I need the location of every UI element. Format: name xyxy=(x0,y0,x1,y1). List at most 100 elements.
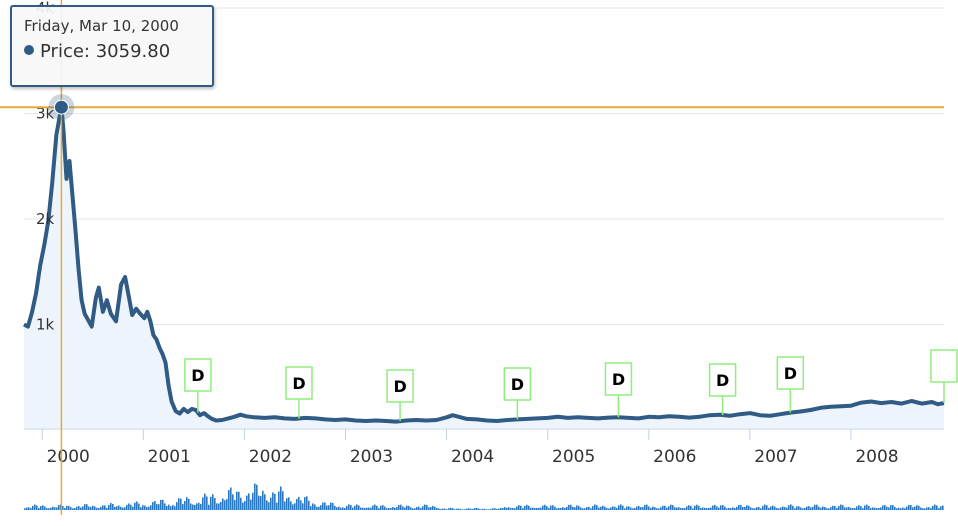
volume-bar xyxy=(686,506,688,510)
volume-bar xyxy=(360,507,362,510)
volume-bar xyxy=(606,508,608,510)
flag-box[interactable] xyxy=(776,356,805,390)
flag-box[interactable] xyxy=(184,358,212,392)
volume-bar xyxy=(168,504,170,510)
volume-bar xyxy=(76,506,78,510)
volume-bar xyxy=(248,493,250,510)
volume-bar xyxy=(228,490,230,510)
volume-bar xyxy=(70,507,72,510)
price-line-series[interactable] xyxy=(23,105,945,424)
volume-bar xyxy=(660,507,662,510)
volume-bar xyxy=(176,502,178,510)
dividend-flag-0[interactable]: D xyxy=(184,358,212,413)
dividend-flag-7[interactable] xyxy=(930,349,958,404)
volume-bar xyxy=(418,506,420,510)
flag-box[interactable] xyxy=(503,367,532,401)
volume-bar xyxy=(452,508,454,510)
volume-bar xyxy=(158,504,160,510)
volume-bar xyxy=(250,499,252,510)
x-tick-label-1: 2001 xyxy=(148,447,191,467)
hover-marker[interactable] xyxy=(53,99,69,115)
volume-bar xyxy=(262,490,264,510)
volume-bar xyxy=(52,506,54,510)
dividend-flag-3[interactable]: D xyxy=(503,367,532,420)
dividend-flag-6[interactable]: D xyxy=(776,356,805,413)
volume-bar xyxy=(752,508,754,510)
volume-bar xyxy=(860,506,862,510)
volume-bar xyxy=(702,507,704,510)
volume-bar xyxy=(826,508,828,510)
dividend-flag-5[interactable]: D xyxy=(708,363,737,416)
volume-bar xyxy=(234,500,236,510)
volume-bar xyxy=(492,508,494,510)
volume-bar xyxy=(658,508,660,510)
dividend-flag-4[interactable]: D xyxy=(604,362,633,418)
flag-box[interactable] xyxy=(708,363,737,397)
dividend-flag-2[interactable]: D xyxy=(386,369,414,422)
volume-bar xyxy=(270,497,272,510)
volume-bar xyxy=(156,504,158,510)
volume-bar xyxy=(534,507,536,510)
volume-bar xyxy=(502,508,504,510)
volume-bar xyxy=(208,504,210,510)
volume-bar xyxy=(336,507,338,510)
volume-bar xyxy=(104,505,106,510)
volume-bar xyxy=(214,498,216,510)
volume-bar xyxy=(756,507,758,510)
volume-bar xyxy=(120,506,122,510)
flag-box[interactable] xyxy=(604,362,633,396)
volume-bar xyxy=(832,505,834,510)
volume-bar xyxy=(84,504,86,510)
volume-bar xyxy=(810,507,812,510)
volume-bar xyxy=(346,505,348,510)
tooltip-separator: : xyxy=(83,41,90,62)
volume-bar xyxy=(402,506,404,510)
volume-bar xyxy=(310,506,312,510)
volume-bar xyxy=(620,504,622,510)
volume-bar xyxy=(88,506,90,510)
volume-bar xyxy=(512,507,514,510)
volume-bar xyxy=(66,505,68,510)
volume-bar xyxy=(396,507,398,510)
volume-bar xyxy=(354,505,356,510)
flag-box[interactable] xyxy=(930,349,958,383)
volume-bar xyxy=(56,507,58,510)
volume-bar xyxy=(328,505,330,510)
volume-bar xyxy=(650,507,652,510)
volume-bar xyxy=(886,506,888,510)
volume-bar xyxy=(54,507,56,510)
volume-bar xyxy=(300,500,302,510)
volume-bar xyxy=(656,508,658,510)
volume-bar xyxy=(608,508,610,510)
volume-bar xyxy=(718,507,720,510)
volume-bar xyxy=(862,508,864,510)
flag-box[interactable] xyxy=(386,369,414,403)
volume-bar xyxy=(112,503,114,510)
x-axis-ticks: 2000 2001 2002 2003 2004 2005 2006 2007 2008 xyxy=(41,429,899,467)
volume-bar xyxy=(430,506,432,510)
volume-bar xyxy=(536,507,538,510)
volume-bar xyxy=(906,506,908,510)
volume-bar xyxy=(902,507,904,510)
volume-bar xyxy=(590,508,592,510)
price-area-fill xyxy=(24,107,944,428)
volume-bar xyxy=(772,505,774,510)
volume-bar xyxy=(420,508,422,510)
volume-bar xyxy=(144,505,146,510)
flag-box[interactable] xyxy=(285,366,313,400)
volume-bar xyxy=(746,505,748,510)
volume-bar xyxy=(378,508,380,510)
volume-bar xyxy=(446,509,448,510)
volume-bar xyxy=(64,507,66,510)
volume-bar xyxy=(766,505,768,510)
volume-bar xyxy=(478,508,480,510)
dividend-flag-1[interactable]: D xyxy=(285,366,313,419)
volume-bar xyxy=(722,505,724,510)
volume-bar xyxy=(798,506,800,510)
volume-bar xyxy=(754,508,756,510)
volume-bar xyxy=(574,507,576,510)
volume-bar xyxy=(530,507,532,510)
volume-bar xyxy=(744,506,746,510)
volume-bar xyxy=(762,505,764,510)
